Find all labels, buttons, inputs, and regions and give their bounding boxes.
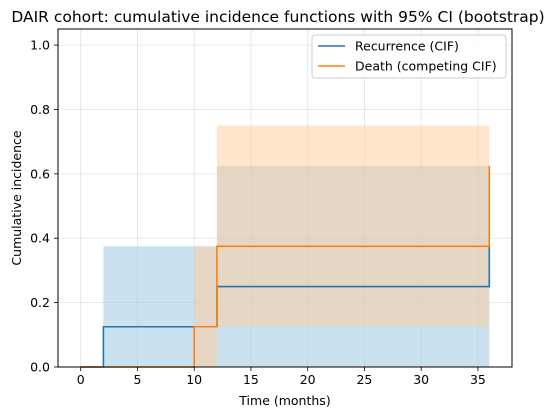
legend-box bbox=[311, 34, 507, 79]
x-tick-label: 25 bbox=[356, 372, 372, 387]
legend-label: Death (competing CIF) bbox=[355, 59, 497, 74]
legend: Recurrence (CIF) Death (competing CIF) bbox=[311, 34, 507, 79]
x-axis-label: Time (months) bbox=[238, 393, 330, 408]
x-tick-label: 5 bbox=[133, 372, 141, 387]
x-tick-label: 15 bbox=[243, 372, 259, 387]
y-tick-label: 0.2 bbox=[30, 295, 50, 310]
axis-tick-layer: 0 5 10 15 20 25 30 35 0.0 0.2 0.4 0.6 0.8 1.0 bbox=[30, 38, 486, 387]
ci-band bbox=[194, 246, 217, 367]
chart-title: DAIR cohort: cumulative incidence functi… bbox=[11, 8, 544, 26]
ci-band-layer bbox=[103, 125, 490, 367]
y-tick-label: 0.4 bbox=[30, 231, 50, 246]
x-tick-label: 0 bbox=[77, 372, 85, 387]
y-tick-label: 0.6 bbox=[30, 166, 50, 181]
x-tick-label: 20 bbox=[300, 372, 316, 387]
plot-frame bbox=[57, 28, 513, 368]
y-tick-label: 1.0 bbox=[30, 38, 50, 53]
y-tick-label: 0.8 bbox=[30, 102, 50, 117]
y-tick-label: 0.0 bbox=[30, 360, 50, 375]
y-axis-label: Cumulative incidence bbox=[9, 130, 24, 265]
x-tick-label: 35 bbox=[470, 372, 486, 387]
ci-band bbox=[216, 125, 490, 327]
legend-label: Recurrence (CIF) bbox=[355, 39, 459, 54]
x-tick-label: 30 bbox=[413, 372, 429, 387]
x-tick-label: 10 bbox=[186, 372, 202, 387]
